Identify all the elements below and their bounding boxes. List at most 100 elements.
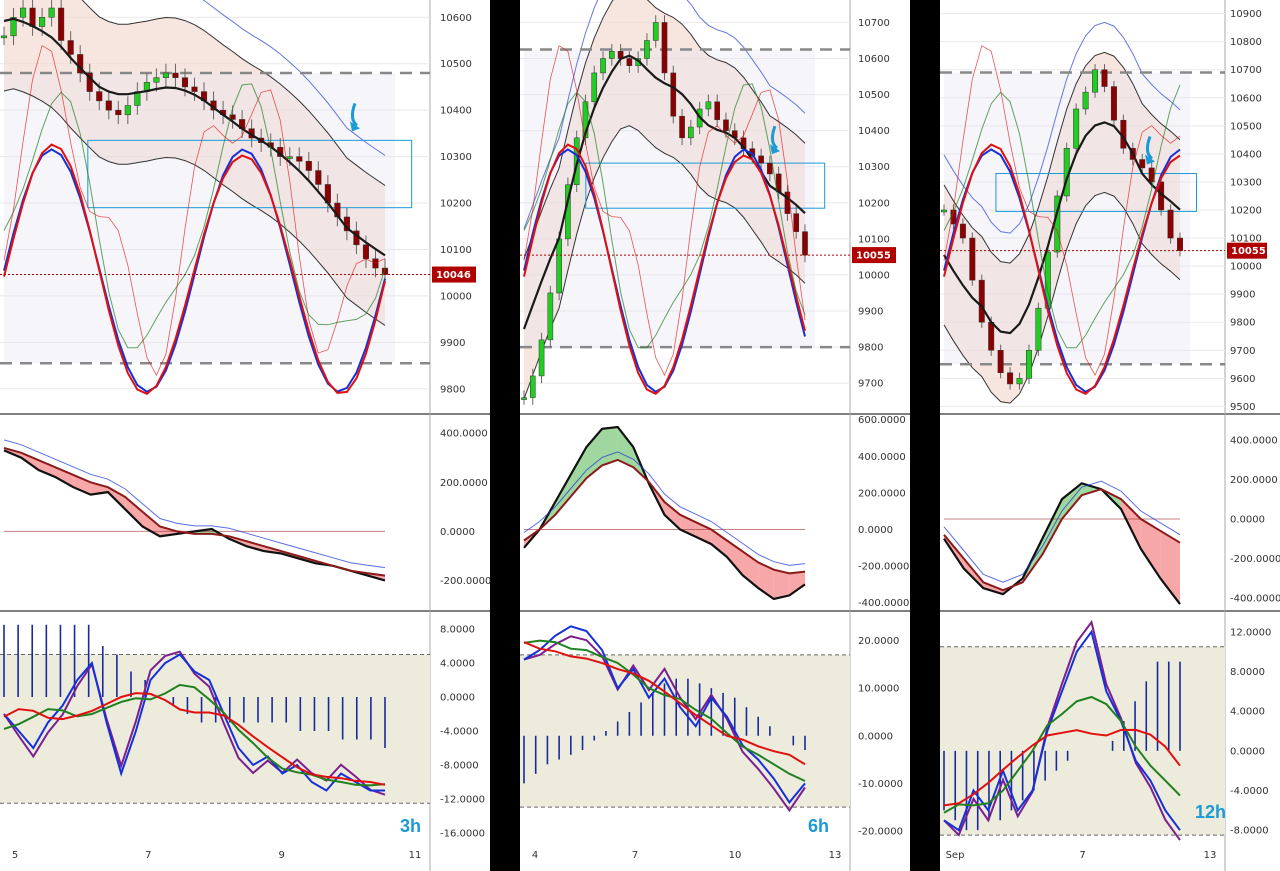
candle — [58, 7, 65, 41]
candle — [679, 115, 685, 139]
chart-panel-6h: 10700 10600 10500 10400 10300 10200 10100 10000… — [520, 0, 910, 871]
price-tick-label: 9500 — [1230, 402, 1255, 413]
price-tick-label: 9900 — [858, 307, 883, 318]
macd-area-segment — [38, 460, 56, 478]
candle — [978, 279, 985, 323]
candle — [20, 7, 27, 18]
oscillator-tick-label: -16.0000 — [440, 829, 485, 840]
macd-tick-label: 600.0000 — [858, 415, 906, 426]
candle — [591, 72, 598, 103]
price-tick-label: 9800 — [1230, 318, 1255, 329]
last-price-value: 10055 — [1231, 246, 1266, 257]
macd-area-segment — [1081, 483, 1102, 496]
macd-aux-line — [523, 451, 806, 566]
candle — [67, 40, 74, 55]
x-tick-label: 5 — [12, 850, 18, 861]
moving-average-line — [943, 121, 1181, 335]
macd-tick-label: 200.0000 — [858, 488, 906, 499]
last-price-tag — [432, 266, 476, 283]
x-tick-label: 13 — [829, 850, 842, 861]
moving-average-line — [3, 17, 386, 257]
price-tick-label: 10700 — [858, 18, 890, 29]
candle — [1082, 91, 1089, 110]
blue-line — [523, 625, 806, 805]
green-line — [943, 695, 1181, 814]
candle — [1073, 108, 1080, 149]
arrow-shaft — [770, 125, 779, 150]
candle — [39, 17, 46, 27]
price-tick-label: 10100 — [440, 245, 472, 256]
price-tick-label: 10300 — [858, 162, 890, 173]
oscillator-tick-label: 0.0000 — [440, 693, 475, 704]
candle — [626, 58, 633, 66]
price-tick-label: 9800 — [440, 384, 465, 395]
candle — [362, 244, 369, 260]
macd-tick-label: 0.0000 — [440, 527, 475, 538]
macd-tick-label: 200.0000 — [440, 478, 488, 489]
candle — [609, 51, 615, 59]
macd-area-segment — [789, 571, 805, 596]
candle — [1025, 350, 1032, 379]
oscillator-tick-label: -12.0000 — [440, 795, 485, 806]
candle — [767, 162, 773, 175]
price-tick-label: 10500 — [440, 59, 472, 70]
x-tick-label: 7 — [145, 850, 151, 861]
candle — [705, 101, 712, 110]
candle — [652, 22, 659, 41]
oscillator-tick-label: 8.0000 — [1230, 667, 1265, 678]
macd-signal-line — [943, 488, 1181, 592]
upper-band-line — [523, 0, 806, 260]
price-tick-label: 10200 — [858, 198, 890, 209]
oscillator-tick-label: 12.0000 — [1230, 627, 1271, 638]
candle — [10, 17, 17, 37]
candle — [1016, 378, 1023, 385]
macd-tick-label: -200.0000 — [1230, 554, 1280, 565]
lower-band-line — [523, 125, 806, 400]
macd-area-segment — [1160, 530, 1180, 605]
macd-tick-label: -200.0000 — [858, 562, 909, 573]
x-tick-label: 13 — [1204, 850, 1217, 861]
x-tick-label: Sep — [946, 850, 965, 861]
candle — [286, 156, 293, 159]
price-tick-label: 10800 — [1230, 37, 1262, 48]
candle — [1167, 209, 1174, 239]
red-line — [3, 692, 386, 786]
chart-panel-3h: 10600 10500 10400 10300 10200 10100 10000 9900 9… — [0, 0, 490, 871]
red-line — [523, 641, 806, 766]
blue-line — [3, 653, 385, 792]
macd-area-segment — [664, 502, 681, 530]
macd-tick-label: 200.0000 — [1230, 475, 1278, 486]
arrow-shaft — [350, 102, 359, 127]
candle — [181, 77, 189, 88]
candle — [153, 77, 160, 83]
arrow-head — [770, 144, 780, 155]
macd-signal-line — [3, 446, 386, 577]
macd-signal-line — [523, 458, 806, 575]
candle — [600, 58, 606, 74]
price-tick-label: 9700 — [858, 379, 883, 390]
price-tick-label: 10600 — [1230, 93, 1262, 104]
red-oscillator-line — [523, 143, 806, 395]
price-tick-label: 9800 — [858, 343, 883, 354]
price-tick-label: 10300 — [440, 152, 472, 163]
candle — [29, 7, 36, 27]
oscillator-tick-label: 10.0000 — [858, 684, 899, 695]
red-oscillator-line — [943, 143, 1181, 395]
macd-area-segment — [602, 426, 618, 466]
macd-line — [943, 482, 1181, 605]
oscillator-tick-label: -8.0000 — [440, 761, 479, 772]
candle — [1092, 69, 1099, 93]
macd-tick-label: 400.0000 — [440, 429, 488, 440]
thin-green-line — [943, 84, 1181, 349]
price-tick-label: 10400 — [1230, 149, 1262, 160]
macd-area-segment — [711, 529, 727, 557]
macd-tick-label: -400.0000 — [858, 598, 909, 609]
macd-area-segment — [125, 497, 143, 527]
candle — [723, 119, 729, 131]
candle — [115, 109, 122, 116]
candle — [1101, 69, 1108, 87]
price-tick-label: 10000 — [1230, 262, 1262, 273]
candle — [644, 40, 650, 59]
macd-area-segment — [55, 467, 74, 488]
